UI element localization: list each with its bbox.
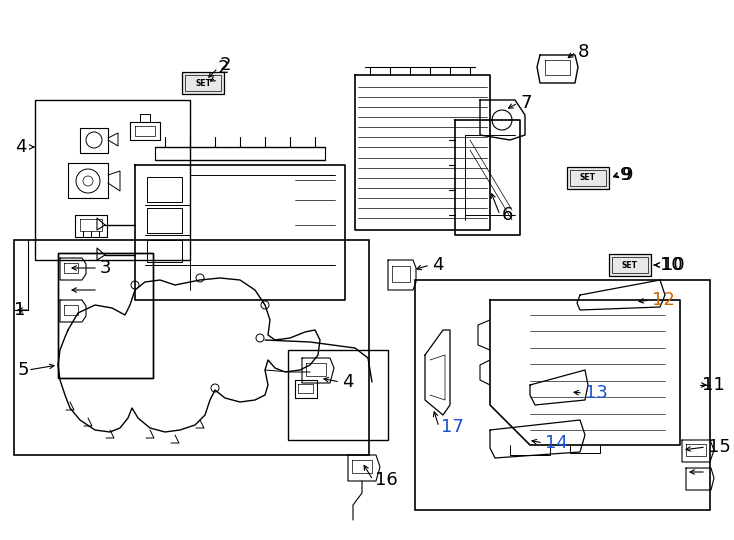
Text: 12: 12 <box>652 291 675 309</box>
Text: 5: 5 <box>18 361 29 379</box>
Bar <box>35 100 190 260</box>
Text: 16: 16 <box>375 471 398 489</box>
Text: 17: 17 <box>441 418 464 436</box>
Bar <box>570 170 606 186</box>
Bar <box>612 257 648 273</box>
Text: SET: SET <box>580 173 596 183</box>
Text: 10: 10 <box>660 256 683 274</box>
Bar <box>58 253 153 378</box>
Text: SET: SET <box>195 78 211 87</box>
Bar <box>288 350 388 440</box>
Text: 1: 1 <box>14 301 26 319</box>
Text: 9: 9 <box>620 166 631 184</box>
Text: SET: SET <box>622 260 638 269</box>
Text: 14: 14 <box>545 434 568 452</box>
Text: 7: 7 <box>520 94 531 112</box>
Text: 2: 2 <box>218 59 230 77</box>
Text: 4: 4 <box>432 256 443 274</box>
Bar <box>182 72 224 94</box>
Text: 13: 13 <box>585 384 608 402</box>
Text: 2: 2 <box>220 56 231 74</box>
Bar <box>185 75 221 91</box>
Text: 6: 6 <box>502 206 513 224</box>
Text: 3: 3 <box>100 259 112 277</box>
Text: 8: 8 <box>578 43 589 61</box>
Bar <box>147 177 182 202</box>
Text: 15: 15 <box>708 438 731 456</box>
Text: 4: 4 <box>342 373 354 391</box>
Bar <box>147 240 182 262</box>
Text: 11: 11 <box>702 376 724 394</box>
Bar <box>14 240 369 455</box>
Bar <box>567 167 609 189</box>
Bar <box>147 208 182 233</box>
Text: 4: 4 <box>15 138 26 156</box>
Bar <box>415 280 710 510</box>
Text: 10: 10 <box>662 256 685 274</box>
Text: 9: 9 <box>622 166 633 184</box>
Bar <box>58 253 153 378</box>
Bar <box>609 254 651 276</box>
